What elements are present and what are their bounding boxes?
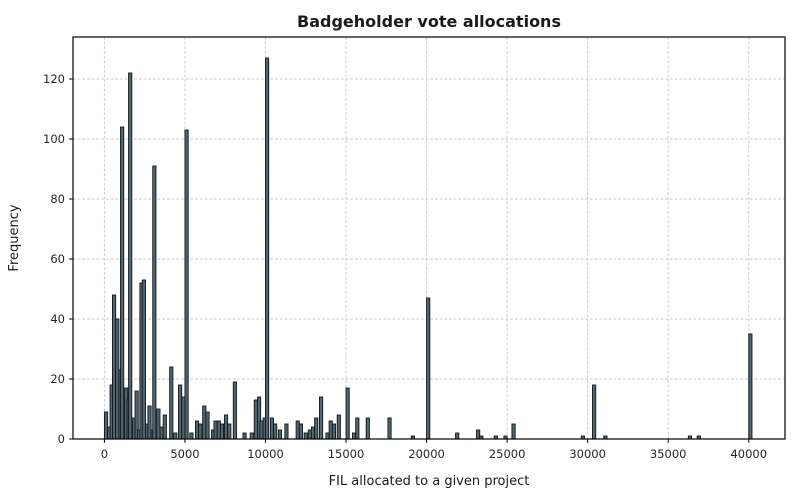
histogram-bar xyxy=(249,432,254,440)
histogram-bar xyxy=(178,384,183,440)
histogram-bar xyxy=(173,432,178,440)
histogram-bar xyxy=(202,405,207,440)
x-tick-label: 5000 xyxy=(170,447,199,461)
histogram-bar xyxy=(331,423,337,440)
histogram-bar xyxy=(152,165,157,440)
histogram-bar xyxy=(345,387,350,440)
x-tick-label: 20000 xyxy=(408,447,445,461)
histogram-bar xyxy=(141,279,146,440)
histogram-bar xyxy=(112,294,117,440)
histogram-bar xyxy=(592,384,597,440)
x-tick-label: 40000 xyxy=(730,447,767,461)
x-axis-label: FIL allocated to a given project xyxy=(329,474,530,489)
histogram-bar xyxy=(314,417,319,440)
histogram-bar xyxy=(476,429,481,440)
histogram-bar xyxy=(748,333,753,440)
histogram-bar xyxy=(455,432,460,440)
plot-border xyxy=(72,36,786,440)
histogram-bar xyxy=(216,420,221,440)
chart-title: Badgeholder vote allocations xyxy=(297,12,561,31)
histogram-bar xyxy=(156,408,161,440)
histogram-bar xyxy=(232,381,237,440)
histogram-bar xyxy=(328,420,333,440)
histogram-bar xyxy=(310,426,316,440)
histogram-bar xyxy=(213,420,218,440)
x-tick-label: 25000 xyxy=(489,447,526,461)
plot-area: 0 5000 10000 15000 20000 25000 30000 35000 40000… xyxy=(43,36,786,461)
histogram-bar xyxy=(181,396,186,440)
histogram-bar xyxy=(265,57,270,440)
histogram-bar xyxy=(120,126,125,440)
histogram-bar xyxy=(242,432,247,440)
histogram-bar xyxy=(303,432,308,440)
x-tick-label: 35000 xyxy=(650,447,687,461)
histogram-bar xyxy=(307,429,312,440)
histogram-bar xyxy=(511,423,516,440)
y-tick-label: 40 xyxy=(50,312,65,326)
histogram-bar xyxy=(259,420,264,440)
histogram-bar xyxy=(253,399,258,440)
y-tick-label: 20 xyxy=(50,372,65,386)
histogram-bar xyxy=(219,423,225,440)
histogram-bar xyxy=(319,396,324,440)
histogram-bar xyxy=(365,417,370,440)
histogram-bar xyxy=(325,432,330,440)
histogram-bar xyxy=(223,414,229,440)
histogram-bar xyxy=(284,423,289,440)
histogram-bar xyxy=(194,420,200,440)
y-axis-label: Frequency xyxy=(7,204,22,271)
histogram-bar xyxy=(277,429,283,440)
x-tick-label: 15000 xyxy=(328,447,365,461)
y-tick-label: 0 xyxy=(58,432,65,446)
x-tick-label: 0 xyxy=(101,447,108,461)
histogram-bar xyxy=(295,420,300,440)
histogram-bar xyxy=(162,414,167,440)
histogram-bar xyxy=(205,411,210,440)
histogram-bar xyxy=(269,417,275,440)
histogram-bar xyxy=(103,411,109,440)
x-tick-label: 30000 xyxy=(569,447,606,461)
histogram-bar xyxy=(159,426,164,440)
histogram-bar xyxy=(352,432,357,440)
histogram-bar xyxy=(426,297,431,440)
histogram-bar xyxy=(227,423,232,440)
histogram-bar xyxy=(128,72,133,440)
x-tick-label: 10000 xyxy=(247,447,284,461)
histogram-bar xyxy=(169,366,174,440)
histogram-bar xyxy=(198,423,203,440)
histogram-bar xyxy=(147,405,152,440)
y-tick-label: 80 xyxy=(50,192,65,206)
histogram-bar xyxy=(355,417,360,440)
histogram-bar xyxy=(189,432,194,440)
histogram-bar xyxy=(336,414,341,440)
y-tick-label: 120 xyxy=(43,72,65,86)
histogram-bar xyxy=(115,318,120,440)
histogram-bar xyxy=(298,423,303,440)
y-tick-label: 100 xyxy=(43,132,65,146)
y-tick-label: 60 xyxy=(50,252,65,266)
histogram-bar xyxy=(184,129,189,440)
histogram-bar xyxy=(273,423,278,440)
histogram-bar xyxy=(387,417,392,440)
